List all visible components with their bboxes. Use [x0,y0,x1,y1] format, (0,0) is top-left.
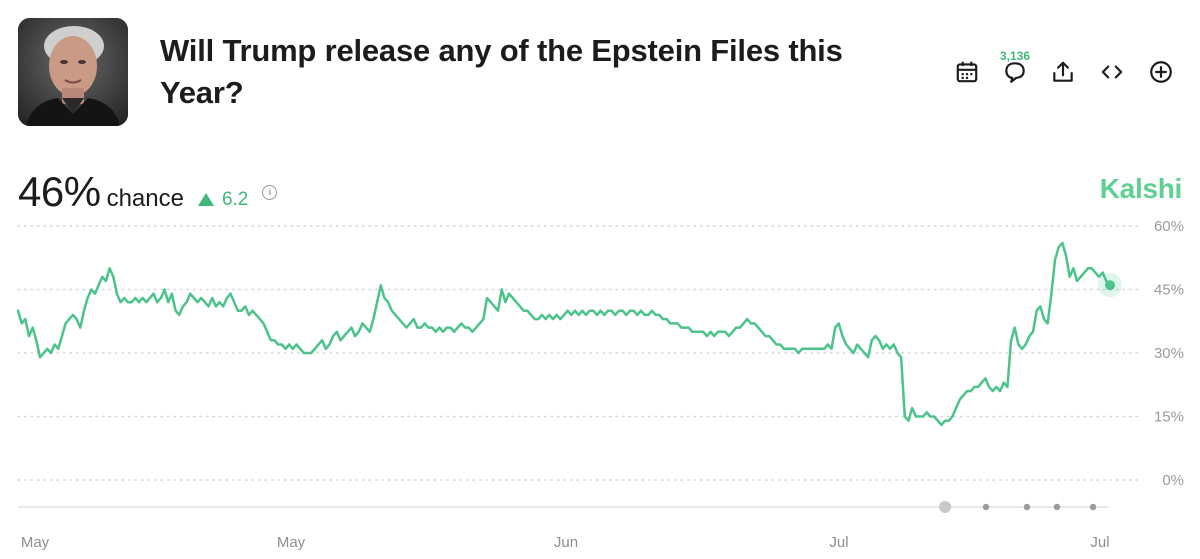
share-icon [1053,61,1073,82]
current-point [1105,280,1115,291]
x-tick-label: Jul [1090,534,1109,551]
y-tick-label: 0% [1162,472,1184,489]
y-tick-label: 15% [1154,409,1184,426]
change-value: 6.2 [221,188,249,210]
x-tick-label: May [21,534,50,551]
share-button[interactable] [1046,55,1080,89]
probability-row: 46% chance 6.2 i [18,168,278,216]
calendar-button[interactable] [950,55,984,89]
probability-value: 46% [18,168,101,215]
time-range-dot[interactable] [1053,503,1061,511]
series-line [16,241,1112,427]
market-image [18,18,128,126]
info-icon[interactable]: i [262,184,278,200]
up-triangle-icon [197,193,214,206]
y-tick-label: 60% [1154,218,1184,235]
add-icon [1150,61,1172,83]
comment-icon [1005,62,1025,83]
probability-change: 6.2 [197,188,249,211]
y-tick-label: 30% [1154,345,1184,362]
comment-count: 3,136 [999,49,1031,63]
calendar-icon [956,61,978,83]
embed-button[interactable] [1095,55,1129,89]
market-title: Will Trump release any of the Epstein Fi… [160,33,843,110]
x-tick-label: Jun [554,534,578,551]
add-button[interactable] [1144,55,1178,89]
time-range-dot[interactable] [1089,503,1097,511]
time-range-dot[interactable] [982,503,990,511]
y-tick-label: 45% [1154,282,1184,299]
time-range-dot[interactable] [1023,503,1031,511]
portrait-image [18,18,128,126]
x-tick-label: May [277,534,306,551]
comments-button[interactable] [998,55,1032,89]
chance-label: chance [106,185,184,212]
embed-icon [1101,65,1123,79]
brand-logo: Kalshi [1099,173,1183,204]
x-tick-label: Jul [829,534,848,551]
time-range-dot[interactable] [939,501,951,513]
